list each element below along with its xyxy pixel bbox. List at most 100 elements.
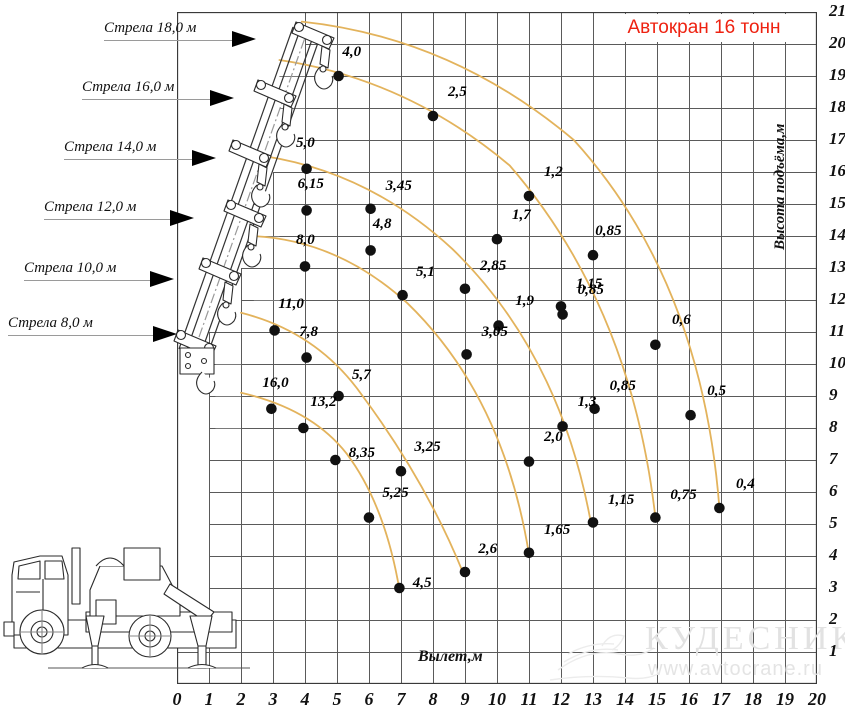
x-tick-16: 16	[680, 689, 698, 709]
x-axis-title: Вылет,м	[418, 648, 483, 665]
boom-callout-arrow-18m	[232, 31, 256, 47]
datapoint	[333, 390, 344, 402]
boom-callout-rule-16m	[82, 99, 210, 100]
datapoint-label: 3,05	[481, 323, 508, 340]
datapoint	[365, 245, 376, 256]
datapoint	[269, 325, 280, 336]
boom-callout-rule-12m	[44, 219, 170, 220]
datapoint	[298, 422, 309, 434]
datapoint-label: 0,5	[707, 382, 726, 399]
datapoint	[650, 339, 661, 351]
datapoint	[363, 512, 375, 523]
datapoint	[301, 352, 312, 363]
datapoint	[493, 320, 504, 331]
x-tick-8: 8	[428, 689, 438, 709]
datapoint	[459, 566, 471, 578]
y-tick-19: 19	[829, 65, 845, 84]
datapoint	[394, 582, 405, 594]
datapoint-label: 5,0	[296, 134, 315, 151]
datapoint	[587, 249, 599, 261]
load-curve-5	[300, 20, 721, 509]
datapoint	[333, 70, 344, 82]
datapoint-label: 1,15	[576, 275, 603, 292]
y-tick-15: 15	[829, 193, 845, 212]
datapoint-label: 5,25	[382, 485, 409, 502]
x-tick-17: 17	[712, 689, 730, 709]
datapoint-label: 8,0	[296, 232, 315, 249]
x-tick-15: 15	[648, 689, 666, 709]
datapoint	[523, 190, 535, 202]
datapoint-label: 5,7	[352, 366, 371, 383]
datapoint-label: 13,2	[310, 394, 337, 410]
x-tick-4: 4	[300, 689, 310, 709]
x-tick-14: 14	[616, 689, 634, 709]
datapoint	[685, 409, 696, 421]
boom-callout-label-12m: Стрела 12,0 м	[44, 199, 137, 215]
y-tick-10: 10	[829, 353, 845, 372]
datapoint-label: 1,2	[544, 163, 563, 180]
y-tick-3: 3	[829, 577, 838, 596]
chart-datapoints	[266, 70, 725, 594]
datapoint	[397, 289, 408, 301]
datapoint	[650, 512, 661, 523]
datapoint-label: 0,6	[672, 312, 691, 329]
datapoint-label: 2,6	[478, 541, 498, 558]
datapoint	[589, 403, 600, 415]
x-tick-10: 10	[488, 689, 506, 709]
boom-callout-rule-8m	[8, 335, 153, 336]
boom-callout-rule-10m	[24, 280, 150, 281]
datapoint-label: 8,35	[348, 445, 376, 462]
boom-callout-rule-18m	[104, 40, 232, 41]
chart-title-box: Автокран 16 тонн	[609, 14, 799, 42]
datapoint	[459, 283, 471, 295]
y-tick-4: 4	[829, 545, 838, 564]
datapoint-label: 0,85	[609, 378, 636, 394]
y-tick-20: 20	[829, 33, 845, 52]
x-tick-2: 2	[236, 689, 246, 709]
boom-callout-rule-14m	[64, 159, 192, 160]
datapoint-label: 1,7	[512, 206, 531, 223]
datapoint-label: 3,45	[385, 178, 412, 194]
datapoint	[523, 456, 535, 467]
load-curve-0	[240, 391, 401, 591]
datapoint-label: 4,8	[372, 216, 392, 233]
datapoint-label: 0,85	[595, 222, 622, 239]
boom-callout-arrow-12m	[170, 210, 194, 226]
x-tick-7: 7	[396, 689, 406, 709]
y-tick-6: 6	[829, 481, 838, 500]
chart-title: Автокран 16 тонн	[627, 17, 781, 38]
datapoint-label: 0,85	[577, 282, 604, 298]
datapoint	[523, 547, 535, 559]
y-tick-5: 5	[829, 513, 838, 532]
datapoint-label: 5,1	[416, 264, 435, 281]
datapoint	[557, 421, 568, 432]
datapoint-label: 2,5	[448, 83, 467, 100]
x-tick-13: 13	[584, 689, 602, 709]
datapoint-label: 1,9	[515, 293, 534, 310]
datapoint	[365, 203, 376, 215]
datapoint-label: 11,0	[278, 296, 304, 313]
chart-curves	[240, 20, 721, 591]
datapoint-label: 4,5	[412, 574, 432, 591]
datapoint-label: 3,25	[414, 438, 441, 455]
x-tick-1: 1	[204, 689, 214, 709]
x-tick-0: 0	[172, 689, 182, 709]
y-tick-9: 9	[829, 385, 838, 404]
y-tick-16: 16	[829, 161, 845, 180]
datapoint	[491, 233, 503, 245]
datapoint	[714, 502, 725, 514]
datapoint-label: 1,15	[608, 491, 635, 508]
datapoint-label: 6,15	[297, 176, 324, 193]
boom-callout-arrow-8m	[153, 326, 177, 342]
chart-plot-area	[177, 12, 817, 684]
boom-callout-label-18m: Стрела 18,0 м	[104, 20, 197, 36]
boom-callout-label-10m: Стрела 10,0 м	[24, 260, 117, 276]
datapoint	[395, 465, 407, 477]
datapoint-label: 16,0	[262, 374, 289, 391]
datapoint	[301, 163, 312, 175]
y-tick-7: 7	[829, 449, 838, 468]
datapoint	[557, 309, 568, 320]
x-tick-9: 9	[460, 689, 470, 709]
datapoint	[299, 261, 311, 272]
